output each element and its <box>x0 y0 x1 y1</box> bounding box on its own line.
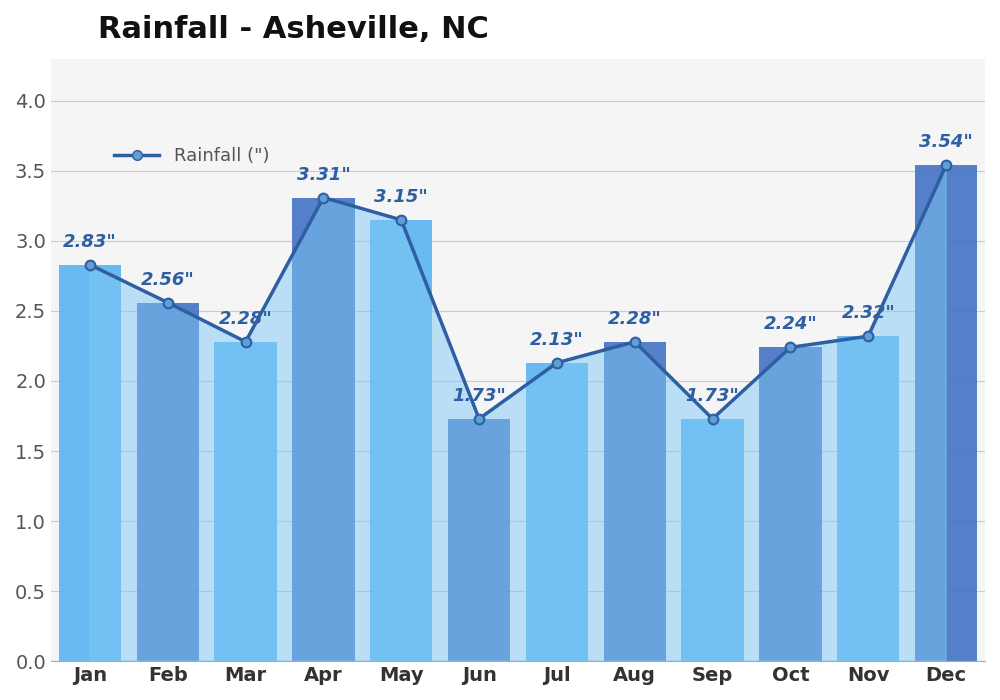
Text: 2.13": 2.13" <box>530 331 584 349</box>
Text: 2.32": 2.32" <box>841 304 895 322</box>
Bar <box>59 265 121 661</box>
Polygon shape <box>90 165 946 661</box>
Bar <box>292 197 355 661</box>
Text: 2.28": 2.28" <box>219 310 272 328</box>
Bar <box>759 347 822 661</box>
Bar <box>448 419 510 661</box>
Bar <box>214 342 277 661</box>
Text: 1.73": 1.73" <box>686 387 739 405</box>
Bar <box>604 342 666 661</box>
Text: 2.28": 2.28" <box>608 310 662 328</box>
Bar <box>137 302 199 661</box>
Text: Rainfall - Asheville, NC: Rainfall - Asheville, NC <box>98 15 489 44</box>
Text: 2.24": 2.24" <box>764 316 817 333</box>
Bar <box>915 165 977 661</box>
Bar <box>526 363 588 661</box>
Text: 3.31": 3.31" <box>297 166 350 183</box>
Text: 3.54": 3.54" <box>919 134 973 151</box>
Legend: Rainfall ("): Rainfall (") <box>107 140 276 173</box>
Text: 3.15": 3.15" <box>374 188 428 206</box>
Bar <box>370 220 432 661</box>
Text: 2.56": 2.56" <box>141 271 195 288</box>
Bar <box>837 336 899 661</box>
Text: 2.83": 2.83" <box>63 233 117 251</box>
Text: 1.73": 1.73" <box>452 387 506 405</box>
Bar <box>681 419 744 661</box>
